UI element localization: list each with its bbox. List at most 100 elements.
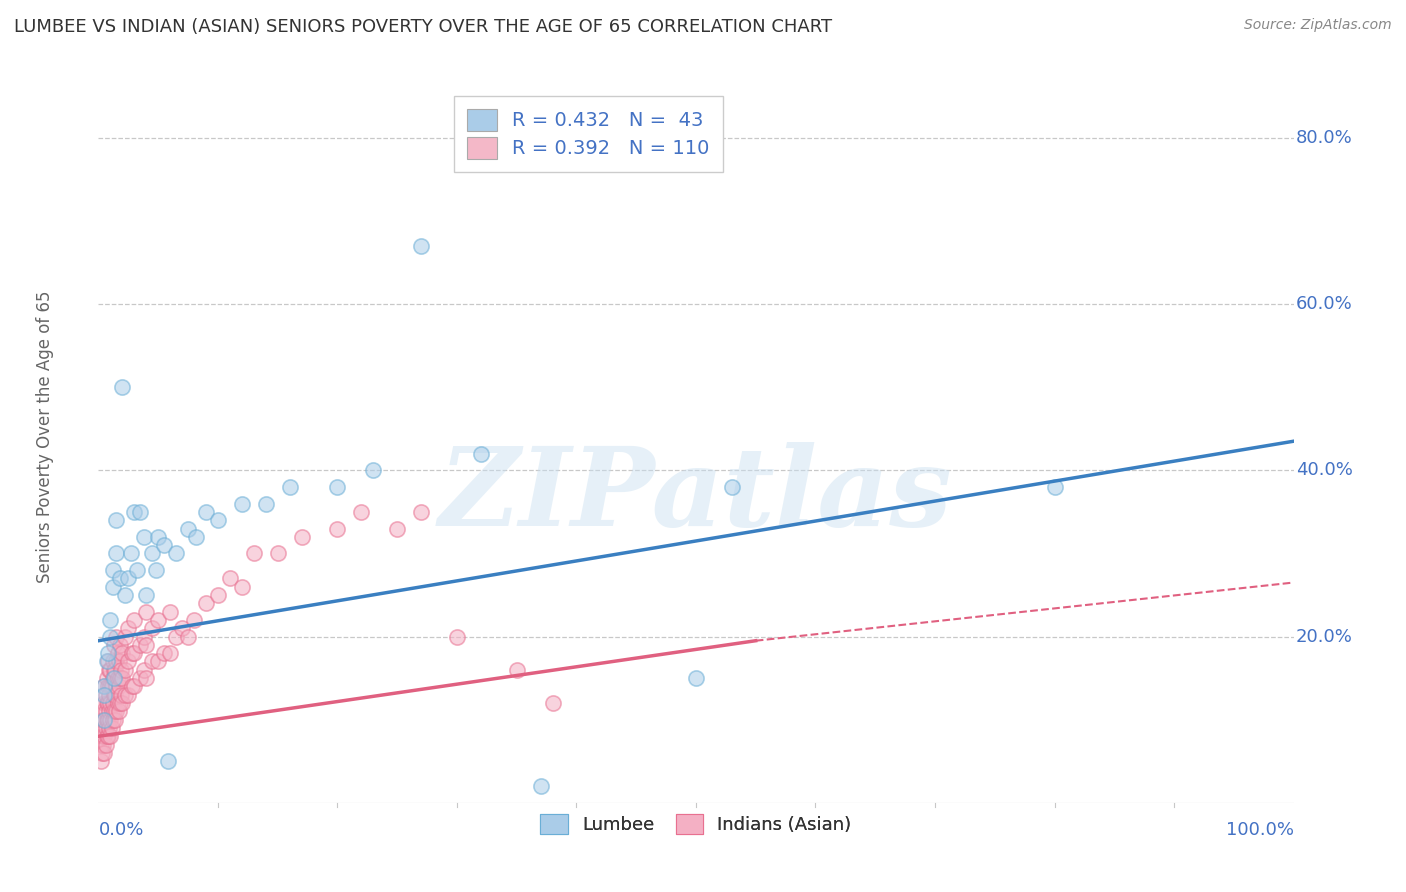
Point [121, 646, 143, 660]
Point [96, 713, 118, 727]
Point [110, 688, 132, 702]
Point [98, 630, 122, 644]
Point [135, 671, 157, 685]
Point [97, 696, 120, 710]
Point [153, 538, 176, 552]
Point [685, 671, 707, 685]
Point [105, 546, 128, 560]
Text: 40.0%: 40.0% [1296, 461, 1353, 479]
Point [96, 671, 118, 685]
Point [105, 630, 128, 644]
Point [124, 613, 146, 627]
Point [111, 380, 134, 394]
Point [183, 613, 205, 627]
Point [93, 696, 115, 710]
Point [103, 663, 125, 677]
Point [177, 521, 200, 535]
Point [721, 480, 744, 494]
Point [96, 696, 118, 710]
Point [93, 680, 115, 694]
Point [105, 655, 128, 669]
Point [97, 655, 120, 669]
Point [98, 721, 121, 735]
Point [172, 621, 194, 635]
Point [94, 738, 117, 752]
Text: Source: ZipAtlas.com: Source: ZipAtlas.com [1244, 18, 1392, 32]
Point [100, 721, 122, 735]
Point [103, 671, 125, 685]
Point [104, 713, 127, 727]
Point [177, 630, 200, 644]
Point [107, 705, 129, 719]
Point [98, 713, 122, 727]
Point [103, 705, 125, 719]
Point [98, 613, 122, 627]
Point [91, 705, 114, 719]
Point [219, 571, 242, 585]
Point [105, 513, 128, 527]
Point [103, 638, 125, 652]
Point [108, 696, 131, 710]
Point [129, 671, 152, 685]
Point [91, 746, 114, 760]
Point [541, 696, 564, 710]
Point [446, 630, 468, 644]
Point [107, 696, 129, 710]
Point [129, 638, 152, 652]
Point [135, 605, 157, 619]
Point [98, 705, 121, 719]
Point [91, 729, 114, 743]
Point [108, 671, 131, 685]
Point [326, 521, 349, 535]
Point [267, 546, 290, 560]
Point [148, 655, 170, 669]
Point [90, 754, 112, 768]
Point [125, 563, 148, 577]
Point [97, 729, 120, 743]
Text: Seniors Poverty Over the Age of 65: Seniors Poverty Over the Age of 65 [35, 291, 53, 583]
Point [97, 713, 120, 727]
Point [363, 463, 385, 477]
Point [195, 596, 218, 610]
Point [105, 680, 128, 694]
Point [108, 638, 131, 652]
Point [114, 588, 136, 602]
Point [165, 630, 187, 644]
Point [100, 705, 122, 719]
Point [148, 530, 170, 544]
Point [100, 680, 122, 694]
Point [101, 671, 124, 685]
Point [124, 646, 146, 660]
Point [141, 621, 163, 635]
Point [278, 480, 301, 494]
Point [124, 680, 146, 694]
Point [96, 655, 118, 669]
Point [90, 738, 112, 752]
Point [101, 696, 124, 710]
Point [411, 505, 433, 519]
Point [103, 688, 125, 702]
Point [470, 447, 492, 461]
Point [101, 563, 124, 577]
Point [93, 713, 115, 727]
Text: LUMBEE VS INDIAN (ASIAN) SENIORS POVERTY OVER THE AGE OF 65 CORRELATION CHART: LUMBEE VS INDIAN (ASIAN) SENIORS POVERTY… [14, 18, 832, 36]
Point [207, 588, 229, 602]
Text: 60.0%: 60.0% [1296, 295, 1353, 313]
Point [94, 688, 117, 702]
Point [114, 663, 136, 677]
Point [186, 530, 208, 544]
Point [114, 630, 136, 644]
Point [97, 646, 120, 660]
Point [117, 571, 139, 585]
Point [385, 521, 409, 535]
Point [97, 680, 120, 694]
Text: 20.0%: 20.0% [1296, 628, 1353, 646]
Point [350, 505, 373, 519]
Point [195, 505, 218, 519]
Point [93, 713, 115, 727]
Point [129, 505, 152, 519]
Point [153, 646, 176, 660]
Point [326, 480, 349, 494]
Point [141, 546, 163, 560]
Text: ZIPatlas: ZIPatlas [439, 442, 953, 549]
